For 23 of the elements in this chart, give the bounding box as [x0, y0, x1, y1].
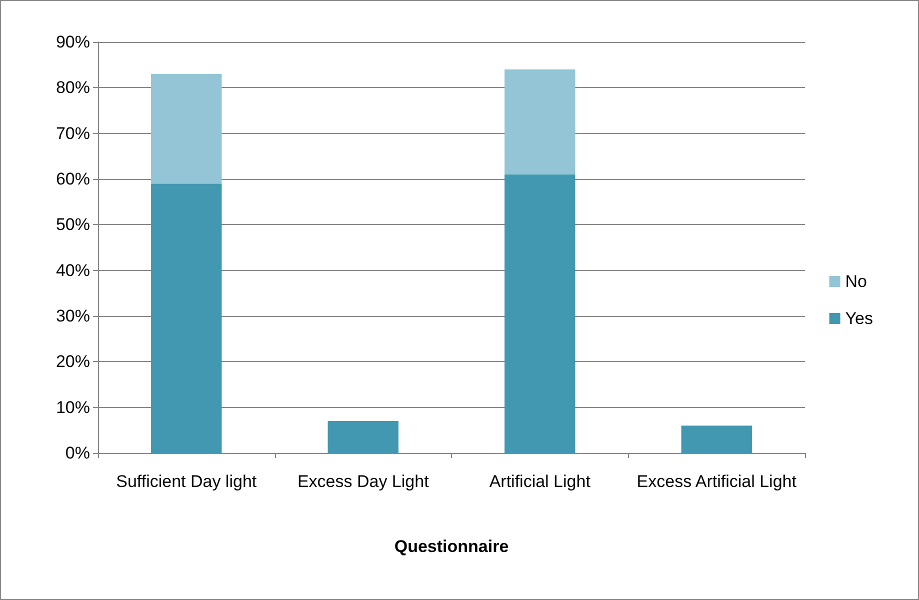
y-tick-label: 60%: [56, 170, 90, 188]
x-tick-label: Artificial Light: [489, 472, 591, 491]
bar: [504, 69, 576, 174]
legend-label: Yes: [845, 309, 873, 328]
y-tick-label: 40%: [56, 260, 90, 280]
x-tick-label: Excess Day Light: [297, 472, 430, 491]
bar: [151, 184, 222, 453]
y-tick-label: 70%: [56, 124, 90, 143]
bar: [681, 426, 752, 453]
bar: [328, 421, 398, 453]
y-tick-label: 20%: [56, 352, 90, 372]
y-tick-label: 0%: [65, 444, 90, 462]
x-tick-label: Sufficient Day light: [116, 472, 257, 491]
bar: [504, 174, 576, 453]
legend-label: No: [845, 272, 867, 291]
y-tick-label: 10%: [56, 398, 90, 417]
x-axis-title: Questionnaire: [394, 537, 509, 556]
x-tick-label: Excess Artificial Light: [636, 472, 797, 491]
bar: [151, 74, 222, 184]
y-tick-label: 50%: [56, 215, 90, 234]
y-tick-label: 30%: [56, 306, 90, 326]
y-tick-label: 80%: [56, 78, 90, 98]
y-tick-label: 90%: [56, 32, 90, 52]
